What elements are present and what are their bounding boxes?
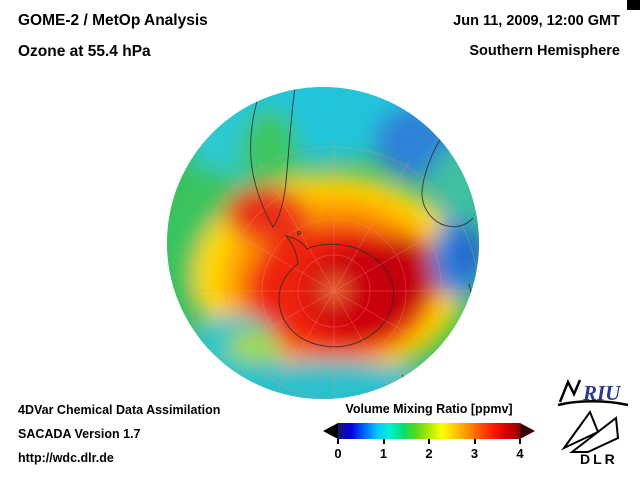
colorbar-tick-label: 0 bbox=[334, 446, 342, 461]
colorbar-tick-label: 2 bbox=[425, 446, 433, 461]
colorbar-tick-labels: 0 1 2 3 4 bbox=[334, 446, 524, 461]
falkland-islands-icon bbox=[297, 231, 301, 235]
ozone-map-globe bbox=[166, 86, 480, 400]
graticule bbox=[184, 141, 479, 399]
colorbar-tick-mark bbox=[519, 439, 521, 444]
globe-svg bbox=[167, 87, 479, 399]
credits: 4DVar Chemical Data Assimilation SACADA … bbox=[18, 403, 220, 465]
colorbar: Volume Mixing Ratio [ppmv] 0 1 2 3 4 bbox=[318, 402, 540, 461]
colorbar-tick-mark bbox=[337, 439, 339, 444]
corner-mark bbox=[627, 0, 640, 10]
header-right: Jun 11, 2009, 12:00 GMT Southern Hemisph… bbox=[453, 13, 620, 59]
colorbar-bar-row bbox=[323, 423, 535, 444]
colorbar-tick-label: 1 bbox=[379, 446, 388, 461]
colorbar-tick-label: 3 bbox=[470, 446, 479, 461]
south-america-coastline bbox=[250, 87, 296, 228]
antarctica-coastline bbox=[278, 235, 395, 348]
url-label: http://wdc.dlr.de bbox=[18, 451, 114, 465]
ozone-field bbox=[167, 87, 479, 399]
colorbar-gradient bbox=[337, 423, 521, 444]
colorbar-tick-mark bbox=[382, 439, 385, 444]
riu-logo: RIU bbox=[556, 376, 630, 413]
header-left: GOME-2 / MetOp Analysis Ozone at 55.4 hP… bbox=[18, 12, 208, 61]
colorbar-tick-label: 4 bbox=[516, 446, 524, 461]
dlr-logo-text: DLR bbox=[580, 451, 618, 466]
colorbar-title: Volume Mixing Ratio [ppmv] bbox=[345, 402, 513, 416]
hemisphere-label: Southern Hemisphere bbox=[469, 43, 620, 59]
dlr-logo: DLR bbox=[560, 408, 624, 471]
datetime-label: Jun 11, 2009, 12:00 GMT bbox=[453, 13, 620, 29]
africa-coastline bbox=[421, 134, 474, 228]
dlr-logo-icon: DLR bbox=[560, 409, 620, 467]
colorbar-tick-mark bbox=[473, 439, 476, 444]
colorbar-right-arrow-icon bbox=[520, 423, 535, 439]
new-zealand-coastline bbox=[401, 374, 420, 397]
colorbar-left-arrow-icon bbox=[323, 423, 338, 439]
assimilation-label: 4DVar Chemical Data Assimilation bbox=[18, 403, 221, 417]
instrument-title: GOME-2 / MetOp Analysis bbox=[18, 12, 208, 29]
riu-logo-icon: RIU bbox=[557, 378, 629, 407]
parameter-title: Ozone at 55.4 hPa bbox=[18, 43, 151, 60]
colorbar-tick-mark bbox=[428, 439, 430, 444]
version-label: SACADA Version 1.7 bbox=[18, 427, 141, 441]
